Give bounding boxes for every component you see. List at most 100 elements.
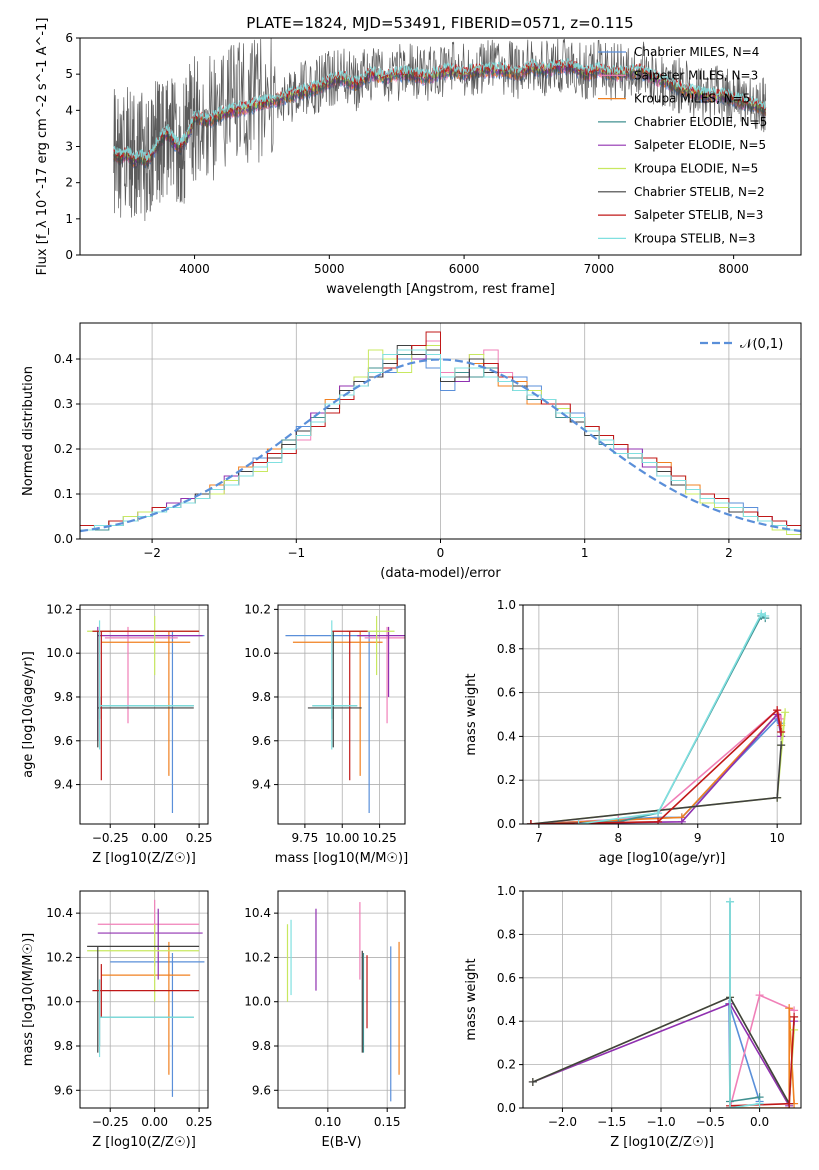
- legend-entry: Kroupa MILES, N=5: [634, 92, 750, 106]
- legend-entry: Chabrier MILES, N=4: [634, 45, 759, 59]
- panel-age_vs_Z: −0.25 0.00 0.25 9.4 9.6 9.8 10.0 10.2 Z [log10(Z…: [21, 602, 212, 866]
- x-tick-label: 10.25: [362, 831, 396, 845]
- y-tick-label: 6: [65, 31, 73, 45]
- y-tick-label: 0.2: [497, 1058, 516, 1072]
- weight-line: [530, 745, 782, 824]
- y-axis-label: mass weight: [464, 673, 479, 755]
- weight-marker: [654, 809, 663, 818]
- legend-entry: Salpeter STELIB, N=3: [634, 208, 763, 222]
- y-tick-label: 10.4: [46, 906, 73, 920]
- x-axis-label: E(B-V): [321, 1135, 361, 1150]
- weight-line: [530, 712, 782, 824]
- x-tick-label: 0.0: [750, 1115, 769, 1129]
- y-axis-label: Normed distribution: [21, 366, 36, 496]
- legend-entry: 𝒩(0,1): [740, 337, 783, 352]
- x-axis-label: Z [log10(Z/Z☉)]: [92, 851, 196, 866]
- x-tick-label: 8: [614, 831, 622, 845]
- plot-area-massweight_vs_age: [523, 605, 801, 824]
- weight-marker: [755, 991, 764, 1000]
- weight-line: [729, 901, 760, 1108]
- axes-frame: [79, 890, 209, 1109]
- y-tick-label: 9.6: [252, 734, 271, 748]
- x-tick-label: −0.25: [92, 831, 129, 845]
- plot-area-spectrum: [113, 38, 767, 222]
- y-tick-label: 3: [65, 140, 73, 154]
- weight-line: [530, 614, 766, 824]
- legend-entry: Chabrier ELODIE, N=5: [634, 115, 767, 129]
- y-tick-label: 10.2: [244, 602, 271, 616]
- axes-frame: [277, 890, 406, 1109]
- weight-line: [578, 612, 766, 824]
- y-tick-label: 10.2: [46, 950, 73, 964]
- legend-entry: Kroupa STELIB, N=3: [634, 231, 756, 245]
- weight-marker: [528, 1077, 537, 1086]
- panel-mass_vs_ebv: 0.10 0.15 9.6 9.8 10.0 10.2 10.4 E(B-V): [244, 890, 406, 1150]
- y-tick-label: 9.8: [252, 690, 271, 704]
- y-tick-label: 10.0: [244, 646, 271, 660]
- y-tick-label: 0.2: [54, 442, 73, 456]
- y-tick-label: 10.2: [46, 602, 73, 616]
- x-tick-label: 0.10: [314, 1115, 341, 1129]
- y-tick-label: 0.4: [497, 1014, 516, 1028]
- y-tick-label: 0.0: [497, 817, 516, 831]
- y-tick-label: 10.0: [46, 646, 73, 660]
- weight-line: [729, 901, 760, 1103]
- y-tick-label: 0.6: [497, 686, 516, 700]
- x-tick-label: 0: [437, 546, 445, 560]
- legend-entry: Chabrier STELIB, N=2: [634, 185, 765, 199]
- figure-title: PLATE=1824, MJD=53491, FIBERID=0571, z=0…: [246, 14, 633, 32]
- x-tick-label: −1.0: [646, 1115, 675, 1129]
- x-tick-label: 8000: [718, 262, 749, 276]
- axes-frame: [522, 890, 802, 1109]
- y-tick-label: 9.4: [252, 778, 271, 792]
- y-axis-label: mass [log10(M/M☉)]: [21, 933, 36, 1066]
- weight-marker: [785, 1099, 794, 1108]
- x-tick-label: 7: [535, 831, 543, 845]
- axes-frame: [277, 604, 406, 825]
- x-tick-label: 0.00: [141, 1115, 168, 1129]
- y-tick-label: 4: [65, 103, 73, 117]
- legend-entry: Salpeter MILES, N=3: [634, 68, 758, 82]
- x-tick-label: 9.75: [292, 831, 319, 845]
- axes-frame: [79, 604, 209, 825]
- x-tick-label: 0.15: [374, 1115, 401, 1129]
- panel-massweight_vs_age: 7 8 9 10 0.0 0.2 0.4 0.6 0.8 1.0 age [log10(age/yr…: [464, 598, 802, 866]
- weight-line: [530, 717, 782, 824]
- panel-age_vs_mass: 9.75 10.00 10.25 9.4 9.6 9.8 10.0 10.2 mass [log…: [244, 602, 408, 866]
- weight-marker: [677, 817, 686, 824]
- legend-entry: Kroupa ELODIE, N=5: [634, 162, 758, 176]
- x-tick-label: 0.25: [186, 831, 213, 845]
- y-tick-label: 9.6: [54, 734, 73, 748]
- weight-marker: [773, 706, 782, 715]
- x-tick-label: 0.25: [186, 1115, 213, 1129]
- x-tick-label: −1.5: [597, 1115, 626, 1129]
- spectrum-line: [113, 58, 767, 162]
- weight-marker: [781, 708, 790, 717]
- y-tick-label: 1: [65, 212, 73, 226]
- y-tick-label: 9.6: [54, 1083, 73, 1097]
- y-tick-label: 5: [65, 67, 73, 81]
- weight-marker: [654, 817, 663, 824]
- y-tick-label: 0.8: [497, 642, 516, 656]
- y-tick-label: 0: [65, 248, 73, 262]
- y-tick-label: 0.1: [54, 487, 73, 501]
- x-axis-label: Z [log10(Z/Z☉)]: [610, 1135, 714, 1150]
- weight-marker: [526, 820, 535, 824]
- plot-area-mass_vs_Z: [80, 891, 208, 1108]
- plot-area-massweight_vs_Z: [523, 891, 801, 1108]
- y-tick-label: 0.8: [497, 927, 516, 941]
- x-tick-label: 10.00: [325, 831, 359, 845]
- y-tick-label: 9.8: [54, 690, 73, 704]
- x-tick-label: 1: [581, 546, 589, 560]
- y-tick-label: 10.4: [244, 906, 271, 920]
- weight-marker: [755, 1099, 764, 1108]
- y-tick-label: 0.0: [54, 532, 73, 546]
- y-tick-label: 10.0: [244, 995, 271, 1009]
- weight-marker: [777, 741, 786, 750]
- x-axis-label: (data-model)/error: [380, 566, 501, 581]
- x-tick-label: −2.0: [548, 1115, 577, 1129]
- y-tick-label: 0.3: [54, 397, 73, 411]
- y-tick-label: 0.6: [497, 971, 516, 985]
- weight-marker: [574, 820, 583, 824]
- y-tick-label: 9.8: [54, 1039, 73, 1053]
